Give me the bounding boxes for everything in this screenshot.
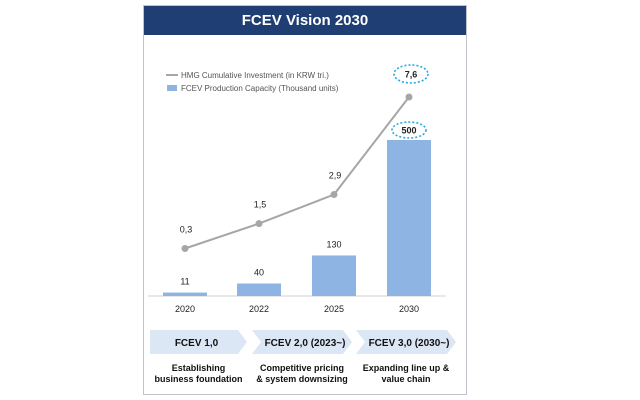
phase-label: FCEV 3,0 (2030~) xyxy=(369,338,450,349)
investment-point-2022 xyxy=(255,220,263,228)
line-value-label: 0,3 xyxy=(180,225,193,235)
x-tick-label: 2025 xyxy=(324,304,344,314)
x-tick-label: 2030 xyxy=(399,304,419,314)
legend-bar-label: FCEV Production Capacity (Thousand units… xyxy=(181,84,339,93)
x-tick-label: 2020 xyxy=(175,304,195,314)
legend: HMG Cumulative Investment (in KRW tri.) … xyxy=(166,71,339,93)
investment-line xyxy=(184,96,410,250)
line-value-label: 2,9 xyxy=(329,171,342,181)
phase-label: FCEV 1,0 xyxy=(175,338,219,349)
x-tick-label: 2022 xyxy=(249,304,269,314)
bar-value-label: 130 xyxy=(326,239,341,249)
phase-desc-line: value chain xyxy=(381,374,430,384)
legend-bar-swatch xyxy=(167,85,177,91)
bar-value-label: 40 xyxy=(254,268,264,278)
phase-desc-line: Competitive pricing xyxy=(260,363,344,373)
legend-line-label: HMG Cumulative Investment (in KRW tri.) xyxy=(181,71,329,80)
phase-desc-line: Establishing xyxy=(172,363,226,373)
bar-2025 xyxy=(312,255,356,296)
investment-point-2025 xyxy=(330,191,338,199)
phase-desc-line: business foundation xyxy=(154,374,242,384)
bar-2030 xyxy=(387,140,431,296)
line-value-label: 1,5 xyxy=(254,200,267,210)
phase-label: FCEV 2,0 (2023~) xyxy=(265,338,346,349)
phase-arrow xyxy=(356,330,456,354)
line-value-label: 7,6 xyxy=(405,70,418,80)
highlight-ellipse xyxy=(391,121,427,139)
bar-value-label: 500 xyxy=(401,126,416,136)
phase-desc-line: & system downsizing xyxy=(256,374,348,384)
bar-value-label: 11 xyxy=(180,277,189,287)
investment-point-2030 xyxy=(405,93,413,101)
phase-arrow xyxy=(252,330,352,354)
bar-2020 xyxy=(163,292,207,296)
investment-point-2020 xyxy=(181,245,189,252)
chart-title: FCEV Vision 2030 xyxy=(144,6,466,35)
phase-desc-line: Expanding line up & xyxy=(363,363,450,373)
phase-arrow xyxy=(150,330,247,354)
bar-2022 xyxy=(237,283,281,296)
highlight-ellipse xyxy=(393,64,429,84)
